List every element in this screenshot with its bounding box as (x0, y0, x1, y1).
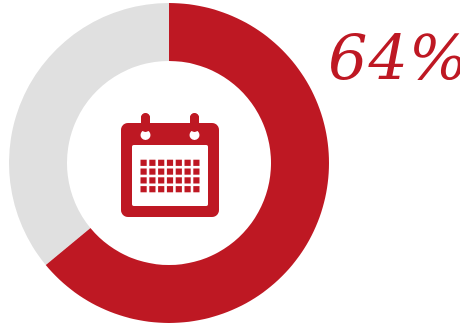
calendar-day-cell (158, 177, 165, 184)
donut-slice-remainder (9, 2, 169, 265)
calendar-day-cell (193, 186, 200, 193)
calendar-day-cell (149, 186, 156, 193)
calendar-day-cell (166, 159, 174, 166)
donut-slice-filled (45, 3, 329, 324)
calendar-icon (121, 113, 219, 217)
calendar-day-cell (175, 177, 182, 184)
calendar-day-cell (140, 159, 147, 166)
calendar-day-cell (193, 168, 200, 175)
calendar-day-cell (166, 177, 174, 184)
calendar-day-cell (149, 168, 156, 175)
calendar-day-grid (140, 159, 200, 193)
calendar-day-cell (175, 186, 182, 193)
calendar-day-cell (184, 168, 191, 175)
calendar-day-cell (158, 186, 165, 193)
calendar-day-cell (140, 186, 147, 193)
donut-slices (9, 2, 329, 324)
calendar-day-cell (149, 159, 156, 166)
calendar-day-cell (140, 168, 147, 175)
calendar-day-cell (193, 177, 200, 184)
calendar-day-cell (184, 159, 191, 166)
calendar-day-cell (175, 168, 182, 175)
percent-label: 64% (328, 21, 460, 94)
calendar-day-cell (193, 159, 200, 166)
calendar-day-cell (149, 177, 156, 184)
calendar-day-cell (184, 177, 191, 184)
donut-chart (9, 2, 329, 324)
calendar-day-cell (166, 186, 174, 193)
calendar-day-cell (140, 177, 147, 184)
calendar-day-cell (158, 168, 165, 175)
calendar-day-cell (166, 168, 174, 175)
calendar-day-cell (175, 159, 182, 166)
calendar-day-cell (158, 159, 165, 166)
calendar-day-cell (184, 186, 191, 193)
